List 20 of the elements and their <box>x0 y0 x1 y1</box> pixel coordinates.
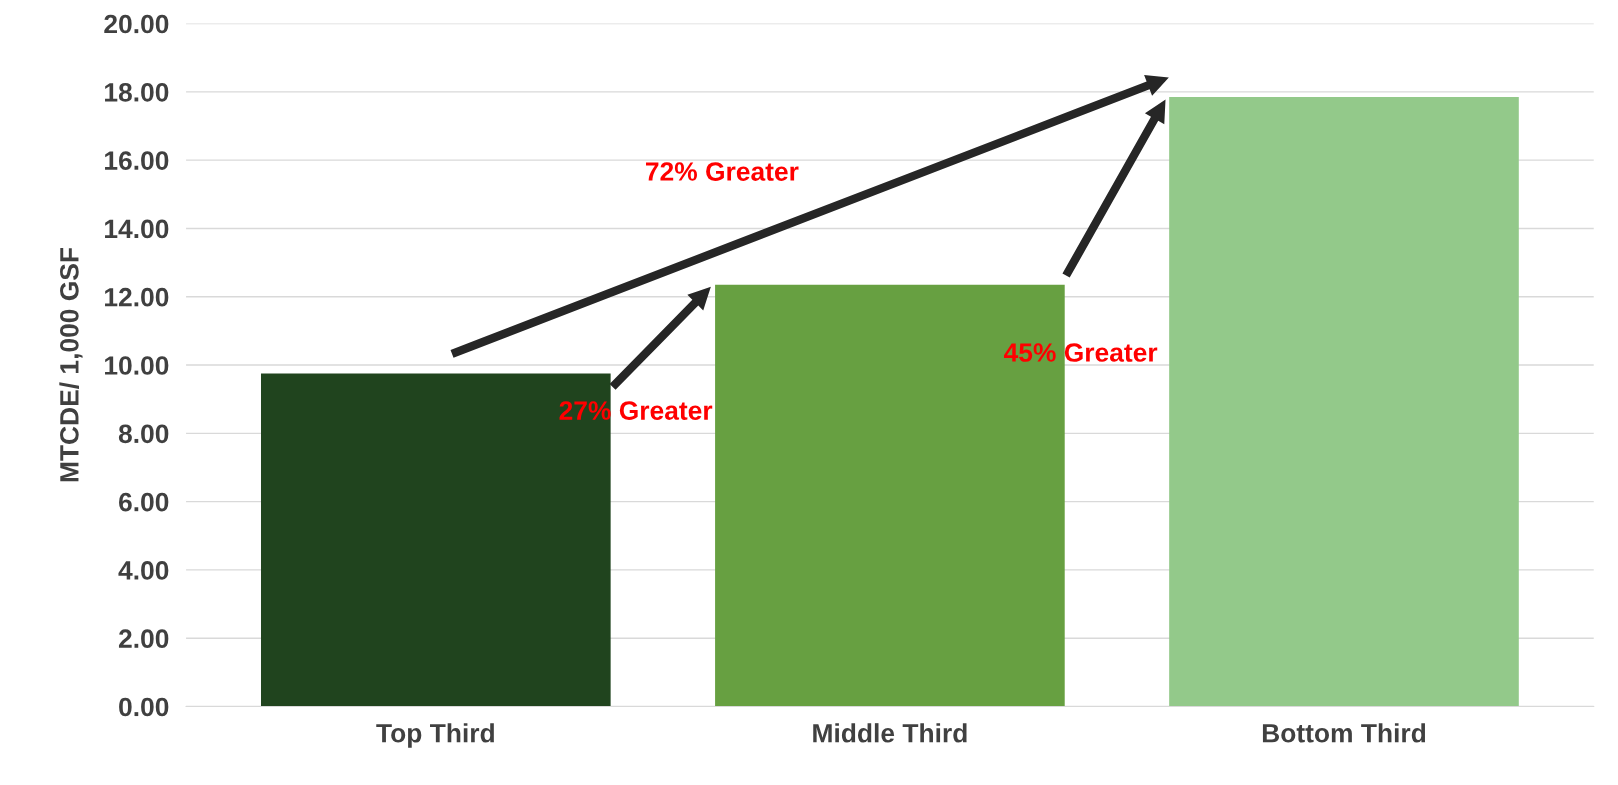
annotation: 45% Greater <box>1004 343 1158 362</box>
x-tick-label: Bottom Third <box>1262 723 1426 743</box>
y-tick-label: 4.00 <box>118 561 169 580</box>
x-tick-label: Middle Third <box>813 723 967 743</box>
y-tick-label: 10.00 <box>105 356 169 375</box>
y-tick-label: 14.00 <box>105 219 169 239</box>
y-tick-label: 12.00 <box>105 287 169 307</box>
bar <box>1169 96 1519 707</box>
y-axis-title: MTCDE/ 1,000 GSF <box>59 247 83 482</box>
y-tick-label: 16.00 <box>105 151 169 170</box>
y-tick-label: 0.00 <box>119 697 169 717</box>
annotation: 72% Greater <box>646 162 799 181</box>
y-tick-label: 8.00 <box>118 424 169 444</box>
bar <box>260 373 611 707</box>
y-tick-label: 2.00 <box>118 629 169 649</box>
y-tick-label: 18.00 <box>105 82 169 102</box>
annotation: 27% Greater <box>559 401 713 420</box>
y-tick-label: 6.00 <box>119 492 169 512</box>
y-tick-label: 20.00 <box>104 14 169 34</box>
x-tick-label: Top Third <box>376 723 494 748</box>
